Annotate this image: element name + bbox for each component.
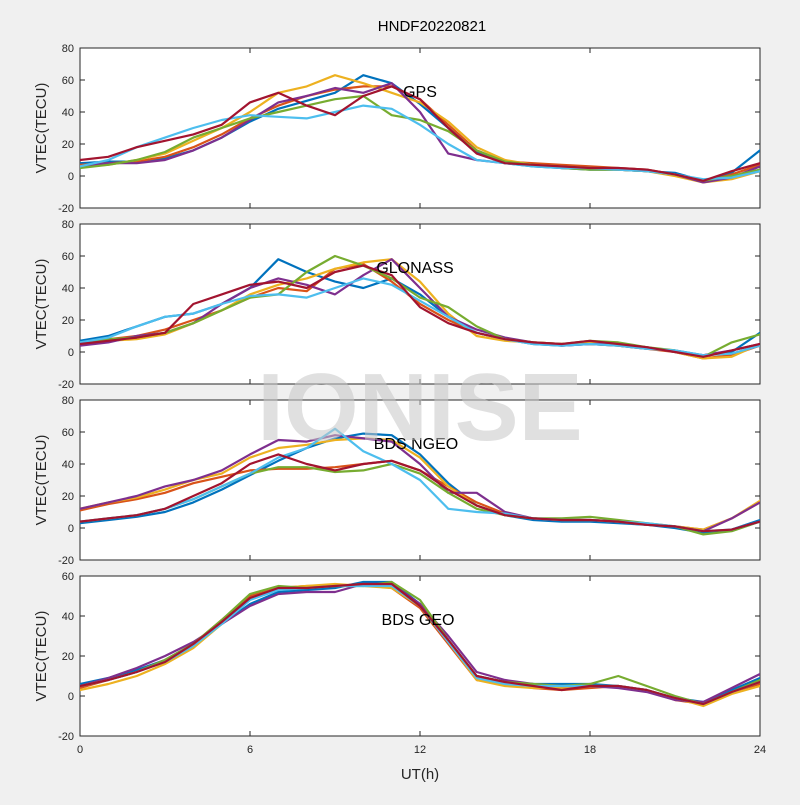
series-line-6 bbox=[80, 264, 760, 358]
y-tick-label: 0 bbox=[68, 523, 74, 535]
y-tick-label: -20 bbox=[58, 555, 74, 567]
panel-1: -20 0 20 40 60 80 VTEC(TECU) GLONASS bbox=[33, 219, 761, 391]
y-tick-label: 0 bbox=[68, 691, 74, 703]
y-tick-label: 60 bbox=[62, 251, 74, 263]
series-group bbox=[80, 74, 760, 184]
y-tick-label: 40 bbox=[62, 107, 74, 119]
series-line-6 bbox=[80, 85, 760, 182]
y-tick-label: 80 bbox=[62, 395, 74, 407]
y-tick-label: 40 bbox=[62, 283, 74, 295]
x-tick-label: 24 bbox=[754, 744, 766, 756]
panel-0: -20 0 20 40 60 80 VTEC(TECU) GPS bbox=[33, 43, 761, 215]
y-tick-label: -20 bbox=[58, 203, 74, 215]
panel-2: -20 0 20 40 60 80 VTEC(TECU) BDS NGEO bbox=[33, 395, 761, 567]
panel-label: BDS GEO bbox=[382, 612, 455, 629]
y-tick-label: 20 bbox=[62, 139, 74, 151]
panel-label: GLONASS bbox=[376, 260, 453, 277]
x-tick-label: 6 bbox=[247, 744, 253, 756]
plot-area bbox=[79, 47, 761, 209]
series-group bbox=[80, 580, 760, 708]
y-tick-label: 40 bbox=[62, 611, 74, 623]
y-tick-label: 40 bbox=[62, 459, 74, 471]
series-group bbox=[80, 254, 760, 360]
y-tick-label: 0 bbox=[68, 171, 74, 183]
y-axis-label: VTEC(TECU) bbox=[33, 259, 50, 350]
panel-label: GPS bbox=[403, 84, 437, 101]
x-tick-label: 0 bbox=[77, 744, 83, 756]
panel-label: BDS NGEO bbox=[374, 436, 458, 453]
y-tick-label: 20 bbox=[62, 491, 74, 503]
x-tick-label: 18 bbox=[584, 744, 596, 756]
y-tick-label: 60 bbox=[62, 75, 74, 87]
series-line-5 bbox=[80, 104, 760, 181]
chart-title: HNDF20220821 bbox=[378, 18, 486, 35]
y-tick-label: 60 bbox=[62, 571, 74, 583]
y-tick-label: 0 bbox=[68, 347, 74, 359]
series-line-3 bbox=[80, 582, 760, 704]
series-line-6 bbox=[80, 453, 760, 533]
y-axis-label: VTEC(TECU) bbox=[33, 83, 50, 174]
series-group bbox=[80, 427, 760, 536]
y-tick-label: 60 bbox=[62, 427, 74, 439]
x-axis-label: UT(h) bbox=[401, 766, 439, 783]
y-tick-label: -20 bbox=[58, 731, 74, 743]
series-line-5 bbox=[80, 427, 760, 533]
watermark-text: IONISE bbox=[257, 354, 582, 461]
x-tick-label: 12 bbox=[414, 744, 426, 756]
y-axis-label: VTEC(TECU) bbox=[33, 611, 50, 702]
series-line-6 bbox=[80, 582, 760, 706]
y-tick-label: -20 bbox=[58, 379, 74, 391]
y-tick-label: 20 bbox=[62, 651, 74, 663]
y-tick-label: 80 bbox=[62, 43, 74, 55]
series-line-5 bbox=[80, 277, 760, 357]
y-tick-label: 20 bbox=[62, 315, 74, 327]
y-tick-label: 80 bbox=[62, 219, 74, 231]
y-axis-label: VTEC(TECU) bbox=[33, 435, 50, 526]
